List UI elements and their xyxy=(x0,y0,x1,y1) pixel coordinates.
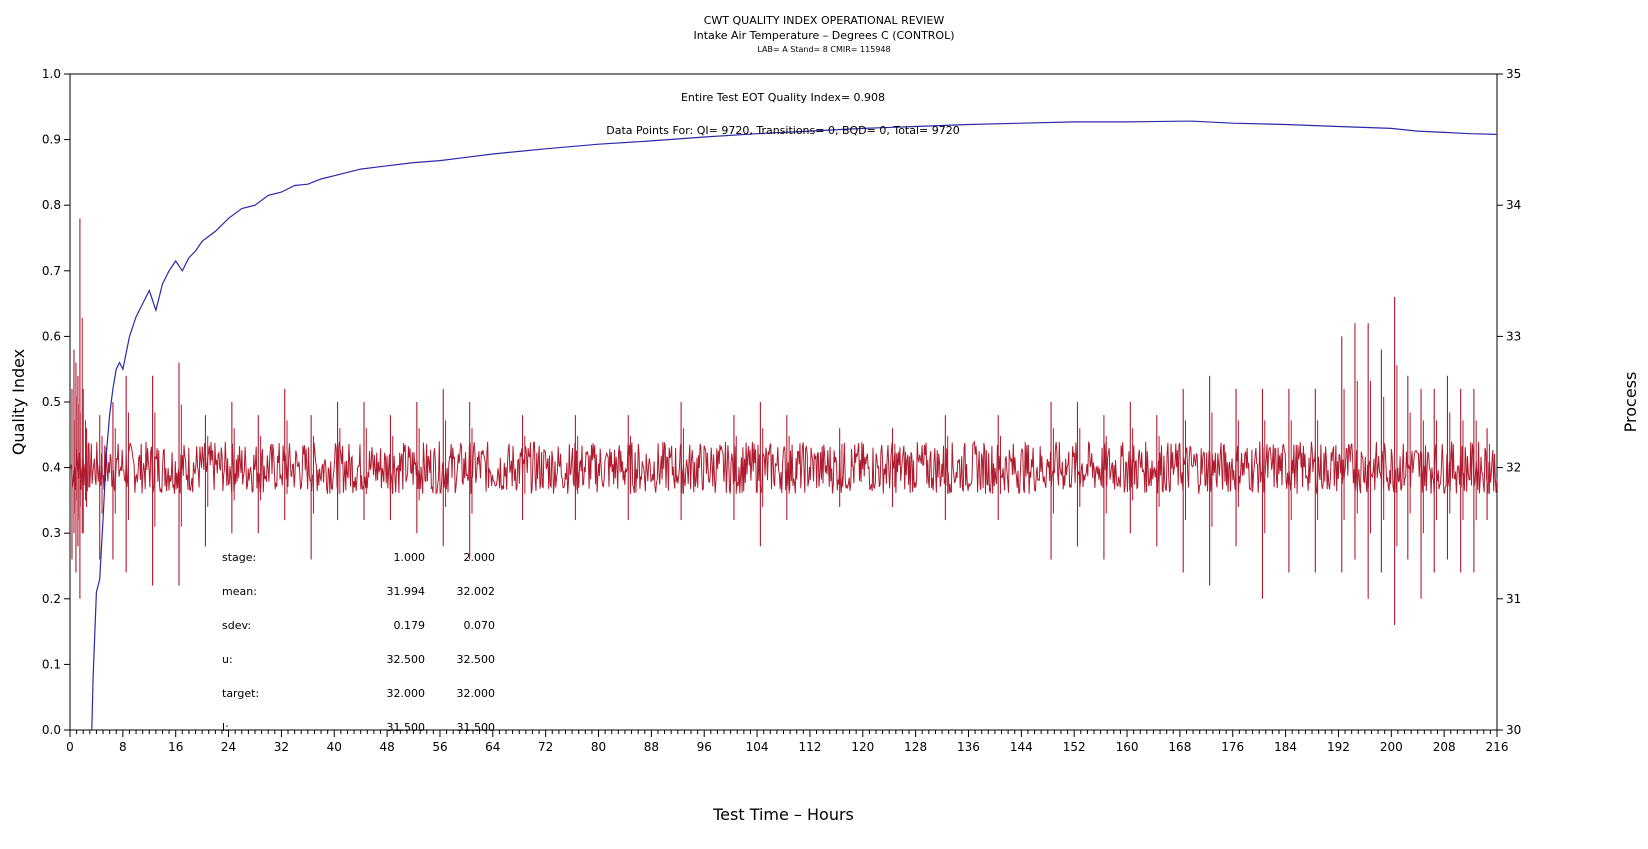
y-tick-label: 0.1 xyxy=(42,657,61,671)
y-axis-label: Quality Index xyxy=(9,349,28,455)
stats-label: l: xyxy=(222,721,229,734)
y-tick-label: 0.7 xyxy=(42,264,61,278)
x-tick-label: 48 xyxy=(379,740,394,754)
stats-value-stage1: 31.994 xyxy=(387,585,426,598)
y-tick-label: 0.6 xyxy=(42,329,61,343)
x-tick-label: 80 xyxy=(591,740,606,754)
x-tick-label: 168 xyxy=(1168,740,1191,754)
chart-title: CWT QUALITY INDEX OPERATIONAL REVIEW xyxy=(704,14,945,27)
x-tick-label: 120 xyxy=(851,740,874,754)
quality-index-line xyxy=(91,120,1498,731)
y-tick-label: 0.0 xyxy=(42,723,61,737)
stats-value-stage1: 32.500 xyxy=(387,653,426,666)
left-axis-ticks: 0.0 0.1 0.2 0.3 0.4 0.5 0.6 0.7 0.8 0.9 1.0 xyxy=(42,67,70,737)
right-axis-ticks: 30 31 32 33 34 35 xyxy=(1497,67,1521,737)
y2-axis-label: Process xyxy=(1621,372,1640,433)
x-tick-label: 32 xyxy=(274,740,289,754)
x-tick-label: 192 xyxy=(1327,740,1350,754)
y2-tick-label: 33 xyxy=(1506,329,1521,343)
eot-quality-index-annotation: Entire Test EOT Quality Index= 0.908 xyxy=(681,91,885,104)
x-tick-label: 24 xyxy=(221,740,236,754)
quality-index-series xyxy=(91,120,1498,731)
x-tick-label: 128 xyxy=(904,740,927,754)
x-tick-label: 88 xyxy=(644,740,659,754)
x-tick-label: 176 xyxy=(1221,740,1244,754)
x-tick-label: 56 xyxy=(432,740,447,754)
y2-tick-label: 32 xyxy=(1506,461,1521,475)
data-points-annotation: Data Points For: QI= 9720, Transitions= … xyxy=(606,124,960,137)
chart-subtitle: Intake Air Temperature – Degrees C (CONT… xyxy=(693,29,954,42)
process-series xyxy=(70,218,1498,626)
plot-frame xyxy=(69,73,1498,731)
stats-label: mean: xyxy=(222,585,257,598)
y2-tick-label: 30 xyxy=(1506,723,1521,737)
y-tick-label: 1.0 xyxy=(42,67,61,81)
x-tick-label: 16 xyxy=(168,740,183,754)
x-tick-label: 96 xyxy=(697,740,712,754)
x-tick-label: 200 xyxy=(1380,740,1403,754)
x-tick-label: 160 xyxy=(1116,740,1139,754)
stats-table: stage: 1.000 2.000 mean: 31.994 32.002 sdev: 0.… xyxy=(222,551,495,734)
y-tick-label: 0.8 xyxy=(42,198,61,212)
stats-value-stage2: 31.500 xyxy=(457,721,496,734)
x-tick-label: 184 xyxy=(1274,740,1297,754)
x-tick-label: 0 xyxy=(66,740,74,754)
stats-value-stage2: 0.070 xyxy=(464,619,496,632)
stats-value-stage1: 1.000 xyxy=(394,551,426,564)
stats-label: sdev: xyxy=(222,619,251,632)
y2-tick-label: 31 xyxy=(1506,592,1521,606)
y-tick-label: 0.4 xyxy=(42,461,61,475)
bottom-axis-ticks: 0 8 16 24 32 40 48 56 64 72 80 88 96 104 112 120 128 136 1… xyxy=(66,730,1508,754)
x-tick-label: 72 xyxy=(538,740,553,754)
stats-label: stage: xyxy=(222,551,256,564)
x-tick-label: 8 xyxy=(119,740,127,754)
x-tick-label: 144 xyxy=(1010,740,1033,754)
stats-value-stage2: 2.000 xyxy=(464,551,496,564)
y-tick-label: 0.5 xyxy=(42,395,61,409)
x-tick-label: 64 xyxy=(485,740,500,754)
x-tick-label: 136 xyxy=(957,740,980,754)
stats-value-stage2: 32.500 xyxy=(457,653,496,666)
x-tick-label: 216 xyxy=(1486,740,1509,754)
x-tick-label: 152 xyxy=(1063,740,1086,754)
x-axis-label: Test Time – Hours xyxy=(712,805,854,824)
stats-label: target: xyxy=(222,687,259,700)
y2-tick-label: 35 xyxy=(1506,67,1521,81)
x-tick-label: 112 xyxy=(798,740,821,754)
stats-value-stage1: 32.000 xyxy=(387,687,426,700)
stats-label: u: xyxy=(222,653,233,666)
x-tick-label: 104 xyxy=(746,740,769,754)
stats-value-stage1: 0.179 xyxy=(394,619,426,632)
chart-meta: LAB= A Stand= 8 CMIR= 115948 xyxy=(757,45,890,54)
y-tick-label: 0.3 xyxy=(42,526,61,540)
x-tick-label: 40 xyxy=(327,740,342,754)
y2-tick-label: 34 xyxy=(1506,198,1521,212)
y-tick-label: 0.2 xyxy=(42,592,61,606)
y-tick-label: 0.9 xyxy=(42,133,61,147)
x-tick-label: 208 xyxy=(1433,740,1456,754)
stats-value-stage2: 32.002 xyxy=(457,585,496,598)
process-line xyxy=(70,440,1498,495)
stats-value-stage2: 32.000 xyxy=(457,687,496,700)
stats-value-stage1: 31.500 xyxy=(387,721,426,734)
